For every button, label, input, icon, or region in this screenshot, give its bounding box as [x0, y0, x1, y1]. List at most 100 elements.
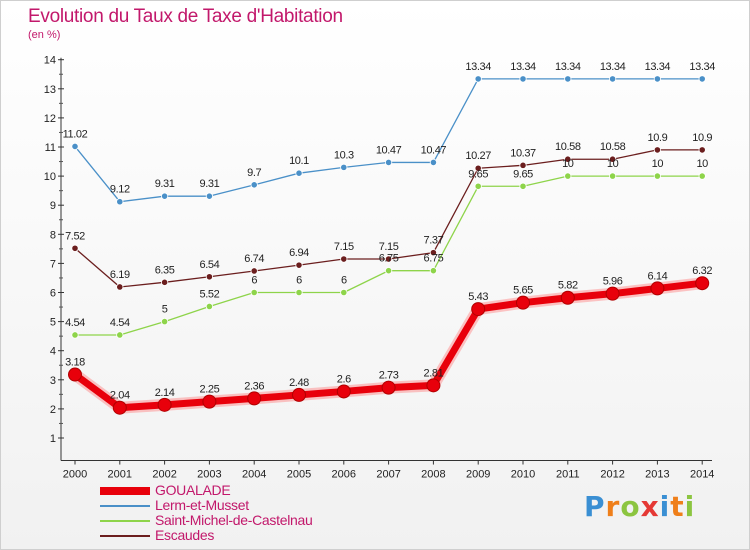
data-label: 10.47 [376, 144, 402, 156]
x-tick-label: 2006 [332, 469, 356, 481]
y-tick-label: 8 [50, 229, 56, 241]
data-point [340, 163, 348, 171]
data-label: 5.82 [558, 280, 578, 292]
data-point [564, 155, 572, 163]
x-tick-label: 2001 [108, 469, 132, 481]
data-label: 9.65 [513, 168, 533, 180]
data-label: 10.9 [647, 132, 667, 144]
data-label: 13.34 [555, 61, 581, 73]
y-tick-label: 12 [44, 113, 56, 125]
data-point [650, 281, 665, 296]
y-tick-label: 6 [50, 288, 56, 300]
data-label: 6.74 [244, 253, 264, 265]
data-label: 10 [562, 158, 574, 170]
data-point [516, 295, 530, 310]
series-goualade [68, 276, 710, 415]
data-point [205, 192, 213, 200]
data-label: 2.48 [289, 377, 309, 389]
x-tick-label: 2009 [466, 469, 490, 481]
data-label: 10 [696, 158, 708, 170]
x-tick-label: 2000 [63, 469, 87, 481]
data-point [381, 380, 396, 395]
x-tick-label: 2013 [645, 469, 669, 481]
data-label: 5 [162, 304, 168, 316]
data-label: 2.81 [423, 367, 443, 379]
data-point [340, 288, 348, 297]
data-point [340, 255, 348, 263]
data-point [336, 384, 351, 399]
data-point [695, 276, 710, 291]
x-tick-label: 2004 [242, 469, 266, 481]
y-tick-label: 7 [50, 258, 56, 270]
data-point [68, 367, 82, 382]
data-point [698, 75, 706, 83]
data-point [71, 244, 79, 252]
data-point [519, 161, 527, 169]
data-point [116, 331, 124, 339]
data-label: 2.25 [199, 384, 219, 396]
data-point [295, 261, 303, 269]
data-point [653, 75, 662, 83]
data-point [564, 75, 572, 83]
data-label: 13.34 [510, 61, 536, 73]
data-label: 6.75 [379, 253, 399, 265]
data-label: 10.3 [334, 149, 354, 161]
y-tick-label: 3 [50, 375, 56, 387]
data-point [205, 302, 213, 311]
data-label: 5.96 [603, 276, 623, 288]
y-tick-label: 5 [50, 317, 56, 329]
legend-label: GOUALADE [155, 482, 231, 498]
x-tick-label: 2003 [197, 469, 221, 481]
series-lerm-et-musset [71, 75, 706, 206]
chart-series [68, 75, 710, 415]
data-label: 7.15 [334, 241, 354, 253]
y-tick-label: 4 [50, 346, 56, 358]
data-point [157, 397, 172, 412]
data-label: 3.18 [65, 357, 85, 369]
data-label: 10.37 [510, 147, 536, 159]
data-point [608, 155, 617, 163]
data-label: 6 [341, 275, 347, 287]
data-point [250, 181, 258, 189]
legend-item: Saint-Michel-de-Castelnau [100, 512, 420, 529]
y-tick-label: 1 [50, 433, 56, 445]
data-point [605, 286, 620, 301]
data-label: 6 [251, 275, 257, 287]
data-point [471, 302, 486, 317]
data-label: 6.14 [647, 270, 667, 282]
logo-letter: t [670, 490, 685, 523]
data-point [698, 172, 706, 180]
data-point [384, 255, 393, 263]
data-point [608, 172, 617, 180]
legend-swatch [100, 505, 150, 507]
data-label: 6.35 [155, 264, 175, 276]
data-point [112, 400, 127, 415]
data-label: 6.94 [289, 247, 309, 259]
data-label: 2.73 [379, 370, 399, 382]
y-tick-label: 10 [44, 171, 56, 183]
x-tick-label: 2007 [376, 469, 400, 481]
data-point [250, 288, 258, 297]
data-label: 11.02 [63, 128, 88, 140]
data-point [161, 278, 169, 286]
legend-item: Escaudes [100, 527, 420, 544]
data-point [560, 290, 575, 305]
data-label: 5.65 [513, 285, 533, 297]
data-label: 6.75 [423, 253, 443, 265]
data-point [202, 394, 217, 409]
data-label: 10.9 [692, 132, 712, 144]
data-point [519, 182, 527, 190]
data-label: 13.34 [600, 61, 626, 73]
legend-label: Lerm-et-Musset [155, 497, 249, 513]
data-label: 2.36 [244, 380, 264, 392]
data-point [295, 169, 303, 177]
data-point [474, 164, 482, 172]
y-tick-label: 13 [44, 84, 56, 96]
legend-swatch [100, 487, 150, 495]
data-point [426, 378, 441, 393]
data-label: 10 [652, 158, 664, 170]
x-tick-label: 2014 [690, 469, 714, 481]
logo-letter: i [684, 490, 696, 523]
